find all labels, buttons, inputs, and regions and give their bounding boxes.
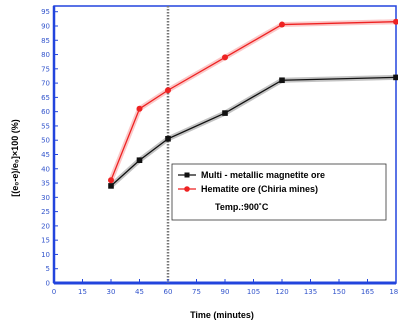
y-tick-label: 35 bbox=[41, 180, 50, 188]
series-1-shadow bbox=[108, 19, 397, 182]
series-1-point bbox=[165, 87, 171, 94]
series-0-point bbox=[108, 183, 114, 189]
x-tick-label: 150 bbox=[332, 288, 345, 296]
y-tick-label: 30 bbox=[41, 194, 50, 202]
y-tick-label: 65 bbox=[41, 94, 50, 102]
legend-annotation: Temp.:900˚C bbox=[215, 202, 269, 212]
x-tick-label: 0 bbox=[52, 288, 56, 296]
x-tick-label: 120 bbox=[275, 288, 288, 296]
x-tick-label: 15 bbox=[78, 288, 87, 296]
y-tick-label: 40 bbox=[41, 165, 50, 173]
legend-label-magnetite: Multi - metallic magnetite ore bbox=[201, 170, 325, 180]
legend-marker-magnetite bbox=[184, 172, 190, 178]
x-tick-label: 180 bbox=[389, 288, 398, 296]
y-tick-label: 90 bbox=[41, 22, 50, 30]
series-1-point bbox=[393, 18, 398, 25]
y-tick-label: 15 bbox=[41, 237, 50, 245]
x-tick-label: 30 bbox=[107, 288, 116, 296]
plot-frame bbox=[52, 5, 397, 285]
series-1-point bbox=[222, 54, 228, 61]
series-0-point bbox=[136, 157, 143, 164]
y-tick-label: 70 bbox=[41, 80, 50, 88]
y-tick-label: 45 bbox=[41, 151, 50, 159]
y-tick-label: 25 bbox=[41, 208, 50, 216]
y-tick-label: 20 bbox=[41, 222, 50, 230]
series-0-point bbox=[279, 77, 285, 84]
x-tick-label: 45 bbox=[135, 288, 144, 296]
series-0-line bbox=[110, 76, 397, 187]
legend-box bbox=[171, 163, 387, 221]
y-tick-label: 95 bbox=[41, 8, 50, 16]
series-1-point bbox=[108, 177, 114, 184]
series-1-point bbox=[136, 105, 143, 112]
y-tick-label: 85 bbox=[41, 37, 50, 45]
x-tick-label: 135 bbox=[304, 288, 317, 296]
y-tick-label: 75 bbox=[41, 65, 50, 73]
x-tick-label: 90 bbox=[221, 288, 230, 296]
series-0-point bbox=[222, 110, 228, 116]
legend: Multi - metallic magnetite ore Hematite … bbox=[171, 163, 387, 221]
ticks-layer: 0 15 30 45 60 75 90 105 120 135 150 165 180 0 5 10 15 20 2… bbox=[41, 8, 398, 296]
x-axis-title: Time (minutes) bbox=[190, 310, 254, 320]
y-tick-label: 80 bbox=[41, 51, 50, 59]
x-tick-label: 60 bbox=[164, 288, 173, 296]
x-tick-label: 165 bbox=[361, 288, 374, 296]
y-tick-label: 55 bbox=[41, 122, 50, 130]
series-1-point bbox=[279, 21, 285, 28]
legend-label-hematite: Hematite ore (Chiria mines) bbox=[201, 184, 318, 194]
plot-border bbox=[53, 5, 397, 284]
y-tick-label: 60 bbox=[41, 108, 50, 116]
series-0-point bbox=[165, 135, 171, 142]
series-1-line bbox=[110, 21, 397, 181]
x-tick-label: 105 bbox=[247, 288, 260, 296]
series-0-point bbox=[393, 74, 398, 81]
y-tick-label: 50 bbox=[41, 137, 50, 145]
legend-marker-hematite bbox=[184, 186, 190, 192]
y-tick-label: 10 bbox=[41, 251, 50, 259]
y-tick-label: 5 bbox=[46, 265, 50, 273]
y-axis-title: [(e₀-e)/e₀]×100 (%) bbox=[10, 119, 20, 196]
y-tick-label: 0 bbox=[46, 280, 50, 288]
series-layer bbox=[108, 18, 398, 189]
x-tick-label: 75 bbox=[192, 288, 201, 296]
